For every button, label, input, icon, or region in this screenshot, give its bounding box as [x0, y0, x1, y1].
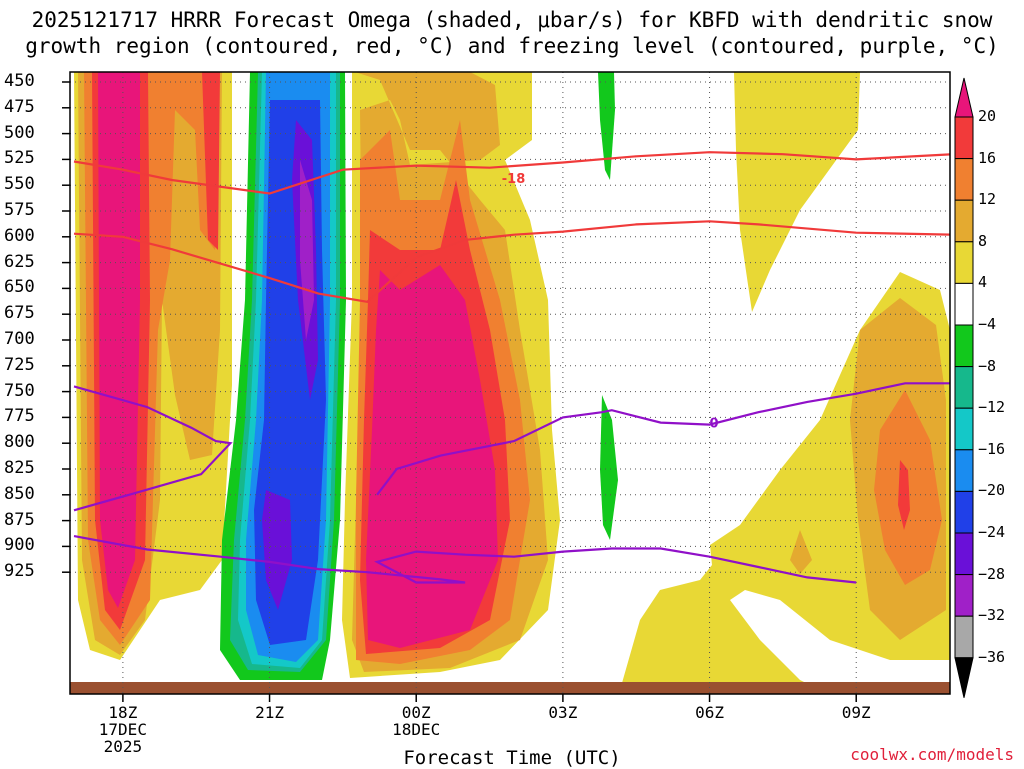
y-tick-label: 475 — [4, 96, 35, 117]
colorbar-segment — [954, 282, 974, 326]
y-tick-label: 600 — [4, 225, 35, 246]
freezing-contour-lower — [73, 535, 857, 584]
colorbar-label: −32 — [978, 606, 1006, 625]
colorbar-label: −8 — [978, 356, 997, 375]
y-tick-label: 925 — [4, 561, 35, 582]
colorbar-top-triangle — [954, 77, 974, 118]
y-tick-label: 450 — [4, 71, 35, 91]
colorbar-label: 16 — [978, 148, 997, 167]
colorbar-label: 4 — [978, 273, 988, 292]
omega-band-left-20 — [98, 72, 140, 608]
y-tick-label: 750 — [4, 380, 35, 401]
colorbar-label: 12 — [978, 190, 997, 209]
y-tick-label: 775 — [4, 406, 35, 427]
colorbar-segment — [954, 615, 974, 659]
y-tick-label: 575 — [4, 200, 35, 220]
dgz-contour-upper — [73, 151, 950, 195]
y-tick-label: 900 — [4, 535, 35, 556]
y-tick-label: 500 — [4, 122, 35, 143]
x-axis-label: Forecast Time (UTC) — [403, 747, 621, 769]
colorbar-label: −4 — [978, 315, 997, 333]
colorbar-label: −12 — [978, 398, 1006, 417]
freezing-contour-label: 0 — [710, 417, 719, 432]
terrain-strip — [70, 682, 950, 694]
freezing-contour-upper — [73, 382, 950, 512]
dgz-contour-lower — [73, 220, 950, 303]
colorbar-segment — [954, 116, 974, 160]
omega-patch-green-1 — [598, 72, 615, 180]
y-tick-label: 550 — [4, 174, 35, 195]
colorbar-label: −16 — [978, 439, 1006, 458]
colorbar-label: −24 — [978, 523, 1006, 541]
colorbar-segment — [954, 199, 974, 243]
y-tick-label: 800 — [4, 432, 35, 453]
credit-link[interactable]: coolwx.com/models — [850, 745, 1014, 764]
x-tick-label: 03Z — [548, 703, 578, 722]
y-tick-label: 825 — [4, 458, 35, 478]
omega-band-center-neg28 — [300, 160, 314, 340]
omega-region-main-20 — [366, 265, 498, 648]
colorbar-segment — [954, 324, 974, 368]
x-tick-label: 09Z — [841, 703, 871, 722]
y-tick-label: 700 — [4, 329, 35, 349]
colorbar-label: 20 — [978, 107, 997, 125]
y-tick-label: 625 — [4, 251, 35, 272]
colorbar-label: −28 — [978, 564, 1006, 583]
colorbar-segment — [954, 449, 974, 492]
omega-patch-green-2 — [600, 395, 618, 540]
x-tick-label: 18Z 17DEC 2025 — [98, 703, 147, 756]
chart-title-line1: 2025121717 HRRR Forecast Omega (shaded, … — [31, 8, 993, 32]
colorbar-segment — [954, 366, 974, 409]
colorbar — [954, 77, 974, 698]
chart-title-line2: growth region (contoured, red, °C) and f… — [25, 34, 999, 58]
y-tick-label: 875 — [4, 509, 35, 530]
colorbar-segment — [954, 158, 974, 201]
x-tick-label: 06Z — [695, 703, 724, 722]
colorbar-segment — [954, 407, 974, 451]
dgz-contour-label: -18 — [502, 172, 526, 187]
colorbar-segment — [954, 574, 974, 617]
colorbar-label: 8 — [978, 231, 988, 250]
colorbar-label: −36 — [978, 647, 1006, 666]
y-tick-label: 675 — [4, 303, 35, 324]
x-tick-label: 21Z — [255, 703, 284, 722]
colorbar-segment — [954, 490, 974, 534]
y-tick-label: 525 — [4, 148, 35, 169]
colorbar-segment — [954, 532, 974, 576]
y-tick-label: 650 — [4, 277, 35, 298]
colorbar-segment — [954, 241, 974, 284]
colorbar-bottom-triangle — [954, 657, 974, 698]
colorbar-label: −20 — [978, 481, 1006, 500]
x-tick-label: 00Z 18DEC — [392, 703, 441, 739]
y-tick-label: 725 — [4, 354, 35, 375]
plot-frame — [69, 71, 951, 695]
y-tick-label: 850 — [4, 483, 35, 504]
omega-region-right-16 — [898, 460, 910, 530]
